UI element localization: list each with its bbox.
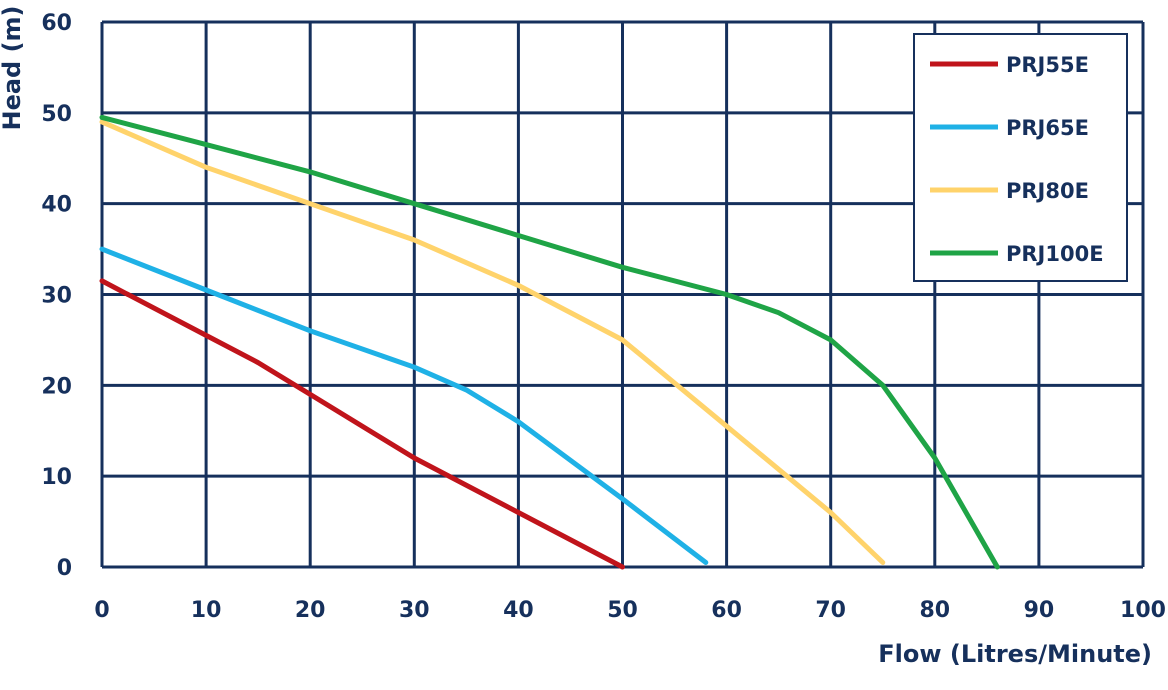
x-tick-label: 20 [295,598,326,623]
y-tick-label: 60 [41,11,72,36]
legend-label-prj100e: PRJ100E [1006,242,1104,266]
x-tick-label: 0 [94,598,109,623]
x-tick-label: 40 [503,598,534,623]
x-tick-label: 60 [711,598,742,623]
y-tick-label: 20 [41,374,72,399]
x-tick-label: 100 [1120,598,1166,623]
legend: PRJ55E PRJ65E PRJ80E PRJ100E [913,33,1128,282]
x-tick-label: 30 [399,598,430,623]
y-tick-label: 40 [41,193,72,218]
series-lines [99,114,1000,570]
series-line-prj65e [99,246,709,565]
x-tick-labels: 0 10 20 30 40 50 60 70 80 90 100 [94,598,1166,623]
y-axis-title: Head (m) [0,5,26,130]
legend-box [913,33,1128,282]
series-line-prj80e [99,119,886,565]
y-tick-labels: 0 10 20 30 40 50 60 [41,11,72,581]
legend-label-prj65e: PRJ65E [1006,116,1089,140]
x-tick-label: 70 [815,598,846,623]
legend-label-prj55e: PRJ55E [1006,53,1089,77]
y-tick-label: 50 [41,102,72,127]
x-tick-label: 10 [191,598,222,623]
series-line-prj55e [99,278,625,570]
x-tick-label: 80 [919,598,950,623]
y-tick-label: 0 [57,556,72,581]
series-line-prj100e [99,114,1000,570]
x-tick-label: 90 [1024,598,1055,623]
y-tick-label: 30 [41,284,72,309]
legend-label-prj80e: PRJ80E [1006,179,1089,203]
y-tick-label: 10 [41,465,72,490]
x-tick-label: 50 [607,598,638,623]
x-axis-title: Flow (Litres/Minute) [878,640,1152,668]
